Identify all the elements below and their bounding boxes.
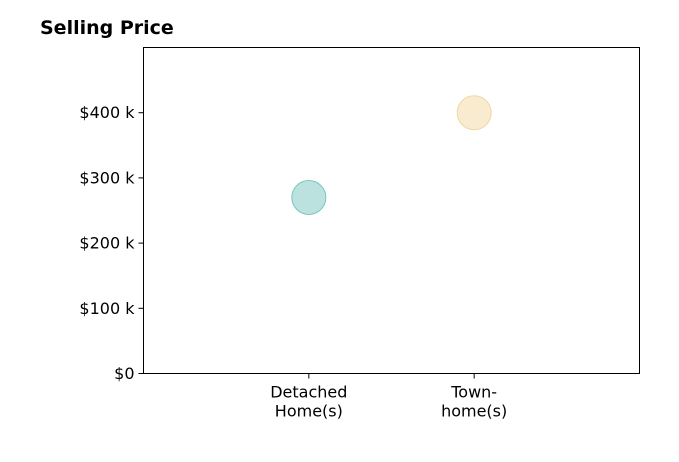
data-point xyxy=(291,179,327,215)
y-tick-label: $100 k xyxy=(79,299,135,318)
chart-title: Selling Price xyxy=(40,17,174,39)
y-tick-label: $0 xyxy=(114,364,134,383)
plot-frame xyxy=(143,47,640,374)
data-point xyxy=(456,95,492,131)
x-tick-label: Detached Home(s) xyxy=(270,383,347,421)
y-tick-label: $400 k xyxy=(79,103,135,122)
y-tick-label: $200 k xyxy=(79,234,135,253)
data-points xyxy=(291,95,492,215)
x-tick-label: Town-home(s) xyxy=(441,383,507,421)
y-tick-label: $300 k xyxy=(79,168,135,187)
y-axis: $0 $100 k $200 k $300 k $400 k xyxy=(79,103,144,383)
x-axis: Detached Home(s) Town-home(s) xyxy=(270,373,507,421)
